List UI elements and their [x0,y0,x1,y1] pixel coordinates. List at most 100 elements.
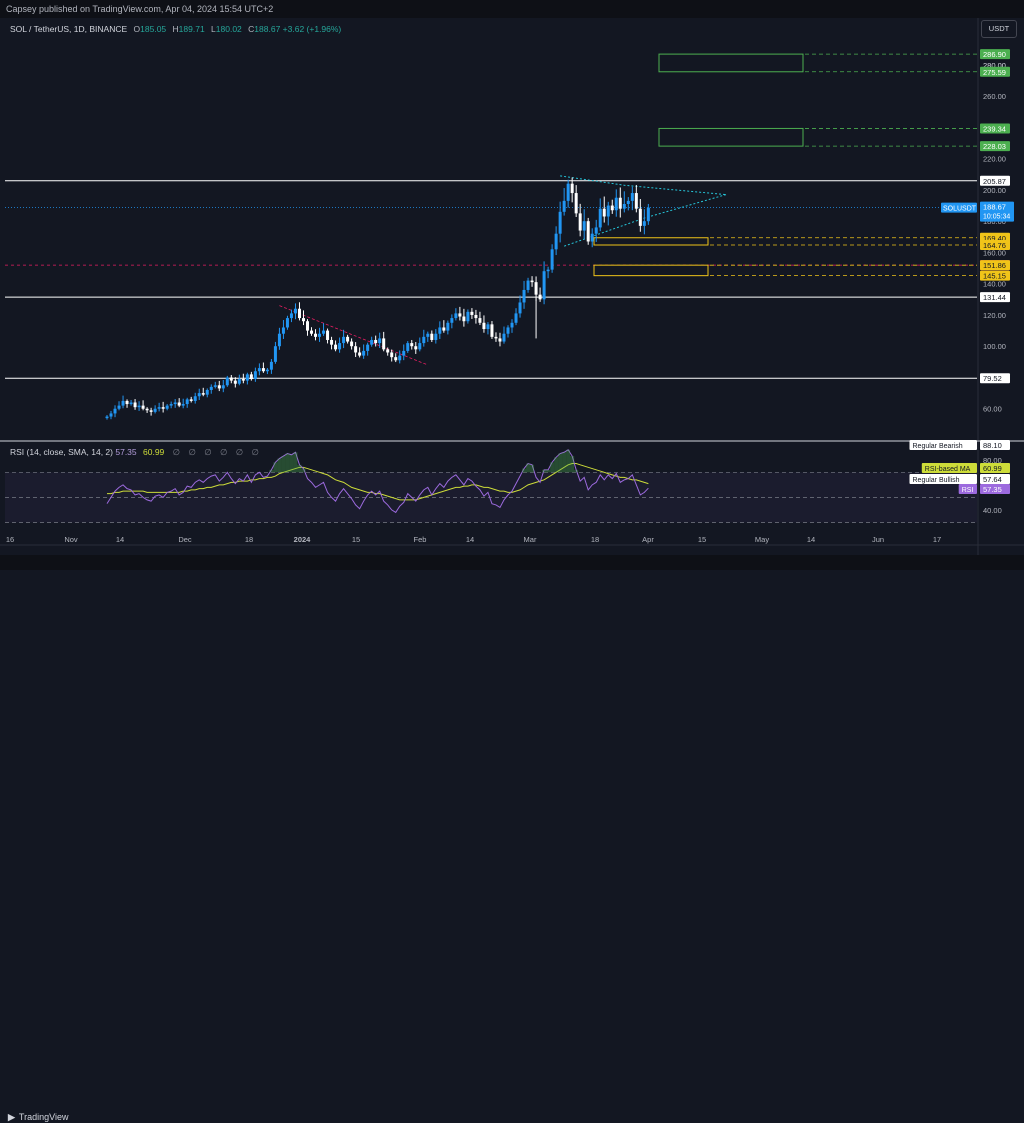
axis-label-286.90: 286.90 [983,50,1006,59]
rsi-divergence-dots: ∅ ∅ ∅ ∅ ∅ ∅ [172,447,262,457]
time-label: 16 [6,535,14,544]
candle-body [189,399,193,401]
candle-body [310,330,314,334]
candle-body [642,221,646,226]
candle-body [253,371,257,380]
rsi-overbought-fill [281,456,286,473]
candle-body [618,197,622,209]
candle-body [638,208,642,226]
rsi-ma-value: 60.99 [143,447,165,457]
current-price-label-bg [980,201,1014,222]
axis-label-275.59: 275.59 [983,68,1006,77]
candle-body [261,368,265,372]
time-label: 14 [116,535,124,544]
candle-body [249,374,253,380]
price-tick-label: 280.00 [983,61,1006,70]
candle-body [181,404,185,406]
candle-body [237,379,241,384]
rsi-value: 57.35 [115,447,137,457]
candle-body [193,396,197,401]
rsi-overbought-fill [277,458,282,473]
candle-body [362,350,366,356]
currency-button[interactable]: USDT [981,20,1017,38]
candle-body [205,389,209,395]
candle-body [209,386,213,390]
tradingview-logo[interactable]: ▶ TradingView [8,1112,68,1123]
candle-body [414,346,418,350]
candle-body [398,355,402,361]
candle-body [358,352,362,356]
current-price-value: 188.67 [983,203,1006,212]
candle-body [289,313,293,319]
candle-body [225,377,229,386]
candle-body [133,402,137,408]
candle-body [149,410,153,412]
candle-body [562,200,566,212]
candle-body [582,221,586,231]
candle-body [121,400,125,406]
candle-body [498,338,502,342]
candle-body [153,408,157,412]
axis-label-bg [980,260,1010,271]
price-tick-label: 60.00 [983,405,1002,414]
candle-body [277,333,281,347]
candle-body [297,308,301,319]
candles [105,177,650,420]
candle-body [129,402,133,405]
high-value: 189.71 [178,24,205,34]
rsi-axis-label-bg [980,440,1010,450]
candle-body [450,318,454,323]
candle-body [630,193,634,201]
rsi-tag-rsi-based-ma: RSI-based MA [925,466,971,473]
support-zone-upper [593,237,709,246]
candle-body [470,311,474,315]
candle-body [454,313,458,319]
publish-info: Capsey published on TradingView.com, Apr… [6,4,274,14]
candle-body [486,324,490,330]
current-price-countdown: 10:05:34 [983,214,1010,221]
candle-body [342,336,346,344]
rsi-overbought-fill [285,453,290,473]
candle-body [438,327,442,334]
candle-body [370,339,374,345]
candle-body [285,318,289,328]
footer-bar: ▶ TradingView [0,555,1024,1122]
candle-body [105,416,109,419]
low-value: 180.02 [215,24,242,34]
close-label: C [248,24,255,34]
rsi-tag-bg [958,484,977,494]
candle-body [506,327,510,334]
time-label: Feb [414,535,427,544]
candle-body [173,402,177,405]
time-label: Dec [178,535,192,544]
axis-label-bg [980,240,1010,251]
time-label: Jun [872,535,884,544]
candle-body [434,333,438,340]
axis-label-bg [980,292,1010,303]
symbol-label: SOLUSDT [943,206,977,213]
candle-body [418,343,422,350]
time-label: 18 [591,535,599,544]
publish-bar: Capsey published on TradingView.com, Apr… [0,0,1024,18]
time-label: Nov [64,535,78,544]
rsi-axis-label-bg [980,474,1010,484]
rsi-overbought-fill [297,464,302,473]
candle-body [502,333,506,342]
rsi-overbought-fill [273,462,278,473]
time-label: Apr [642,535,654,544]
candle-body [117,405,121,409]
candle-body [165,405,169,409]
candle-body [113,408,117,414]
candle-body [233,380,237,384]
candle-body [578,213,582,231]
axis-label-145.15: 145.15 [983,272,1006,281]
time-label: 18 [245,535,253,544]
candle-body [109,413,113,417]
candle-body [125,400,129,405]
tv-logo-icon: ▶ [8,1112,15,1122]
candle-body [141,405,145,409]
price-chart[interactable]: 60.00 80.00 100.00 120.00 140.00 160.00 180.00… [0,0,1024,570]
candle-body [482,322,486,330]
axis-label-bg [980,49,1010,60]
time-label: May [755,535,769,544]
